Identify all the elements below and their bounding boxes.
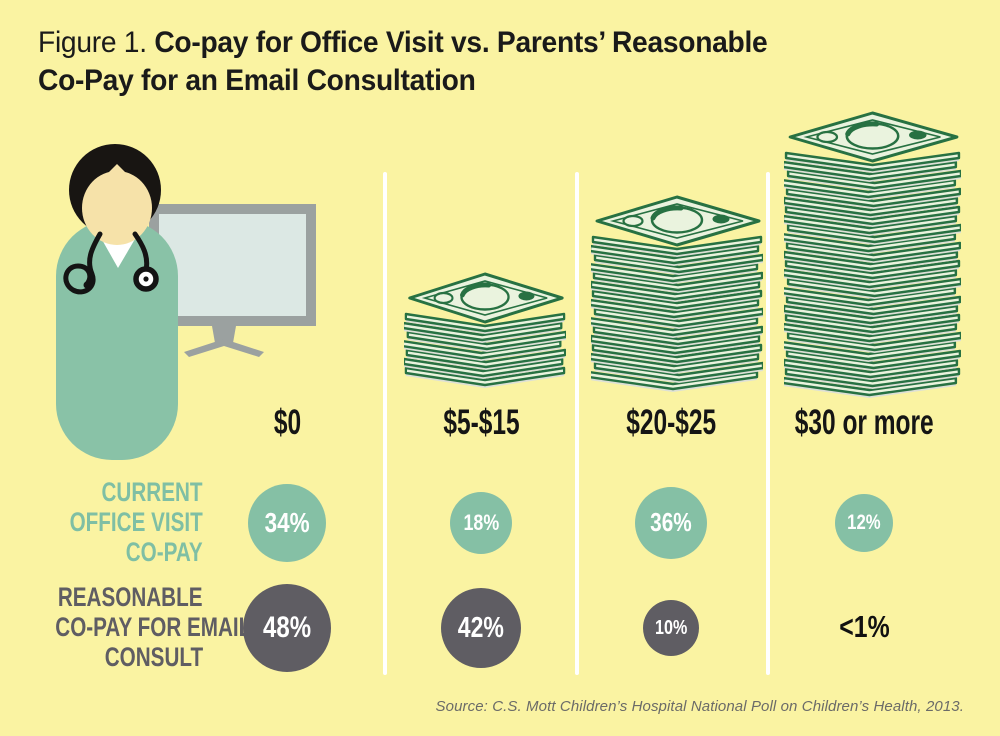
- title-line-1: Figure 1. Co-pay for Office Visit vs. Pa…: [38, 24, 768, 62]
- source-note: Source: C.S. Mott Children’s Hospital Na…: [435, 698, 964, 715]
- category-header: $30 or more: [794, 403, 934, 442]
- figure-label: Figure 1.: [38, 26, 147, 59]
- money-stack-icon: [591, 195, 763, 392]
- doctor-figure-icon: [56, 144, 178, 460]
- column-divider: [575, 172, 579, 675]
- figure-title: Figure 1. Co-pay for Office Visit vs. Pa…: [38, 24, 768, 100]
- category-header: $20-$25: [626, 403, 716, 442]
- title-text-1: Co-pay for Office Visit vs. Parents’ Rea…: [154, 26, 768, 59]
- datapoint-text: <1%: [838, 609, 890, 644]
- row-label-office-visit: CURRENT OFFICE VISIT CO-PAY: [69, 477, 203, 567]
- datapoint-circle: 48%: [243, 584, 331, 672]
- datapoint-circle: 42%: [441, 588, 521, 668]
- category-header: $5-$15: [442, 403, 520, 442]
- money-stack-icon: [404, 272, 566, 388]
- stethoscope-icon: [63, 231, 159, 295]
- category-header: $0: [273, 403, 301, 442]
- datapoint-circle: 36%: [635, 487, 707, 559]
- money-stack-icon: [784, 111, 961, 398]
- datapoint-circle: 18%: [450, 492, 512, 554]
- datapoint-circle: 12%: [835, 494, 893, 552]
- title-line-2: Co-Pay for an Email Consultation: [38, 64, 476, 97]
- datapoint-circle: 34%: [248, 484, 326, 562]
- datapoint-circle: 10%: [643, 600, 699, 656]
- column-divider: [383, 172, 387, 675]
- doctor-illustration: [56, 144, 316, 460]
- column-divider: [766, 172, 770, 675]
- row-label-email-consult: REASONABLE CO-PAY FOR EMAIL CONSULT: [55, 582, 252, 672]
